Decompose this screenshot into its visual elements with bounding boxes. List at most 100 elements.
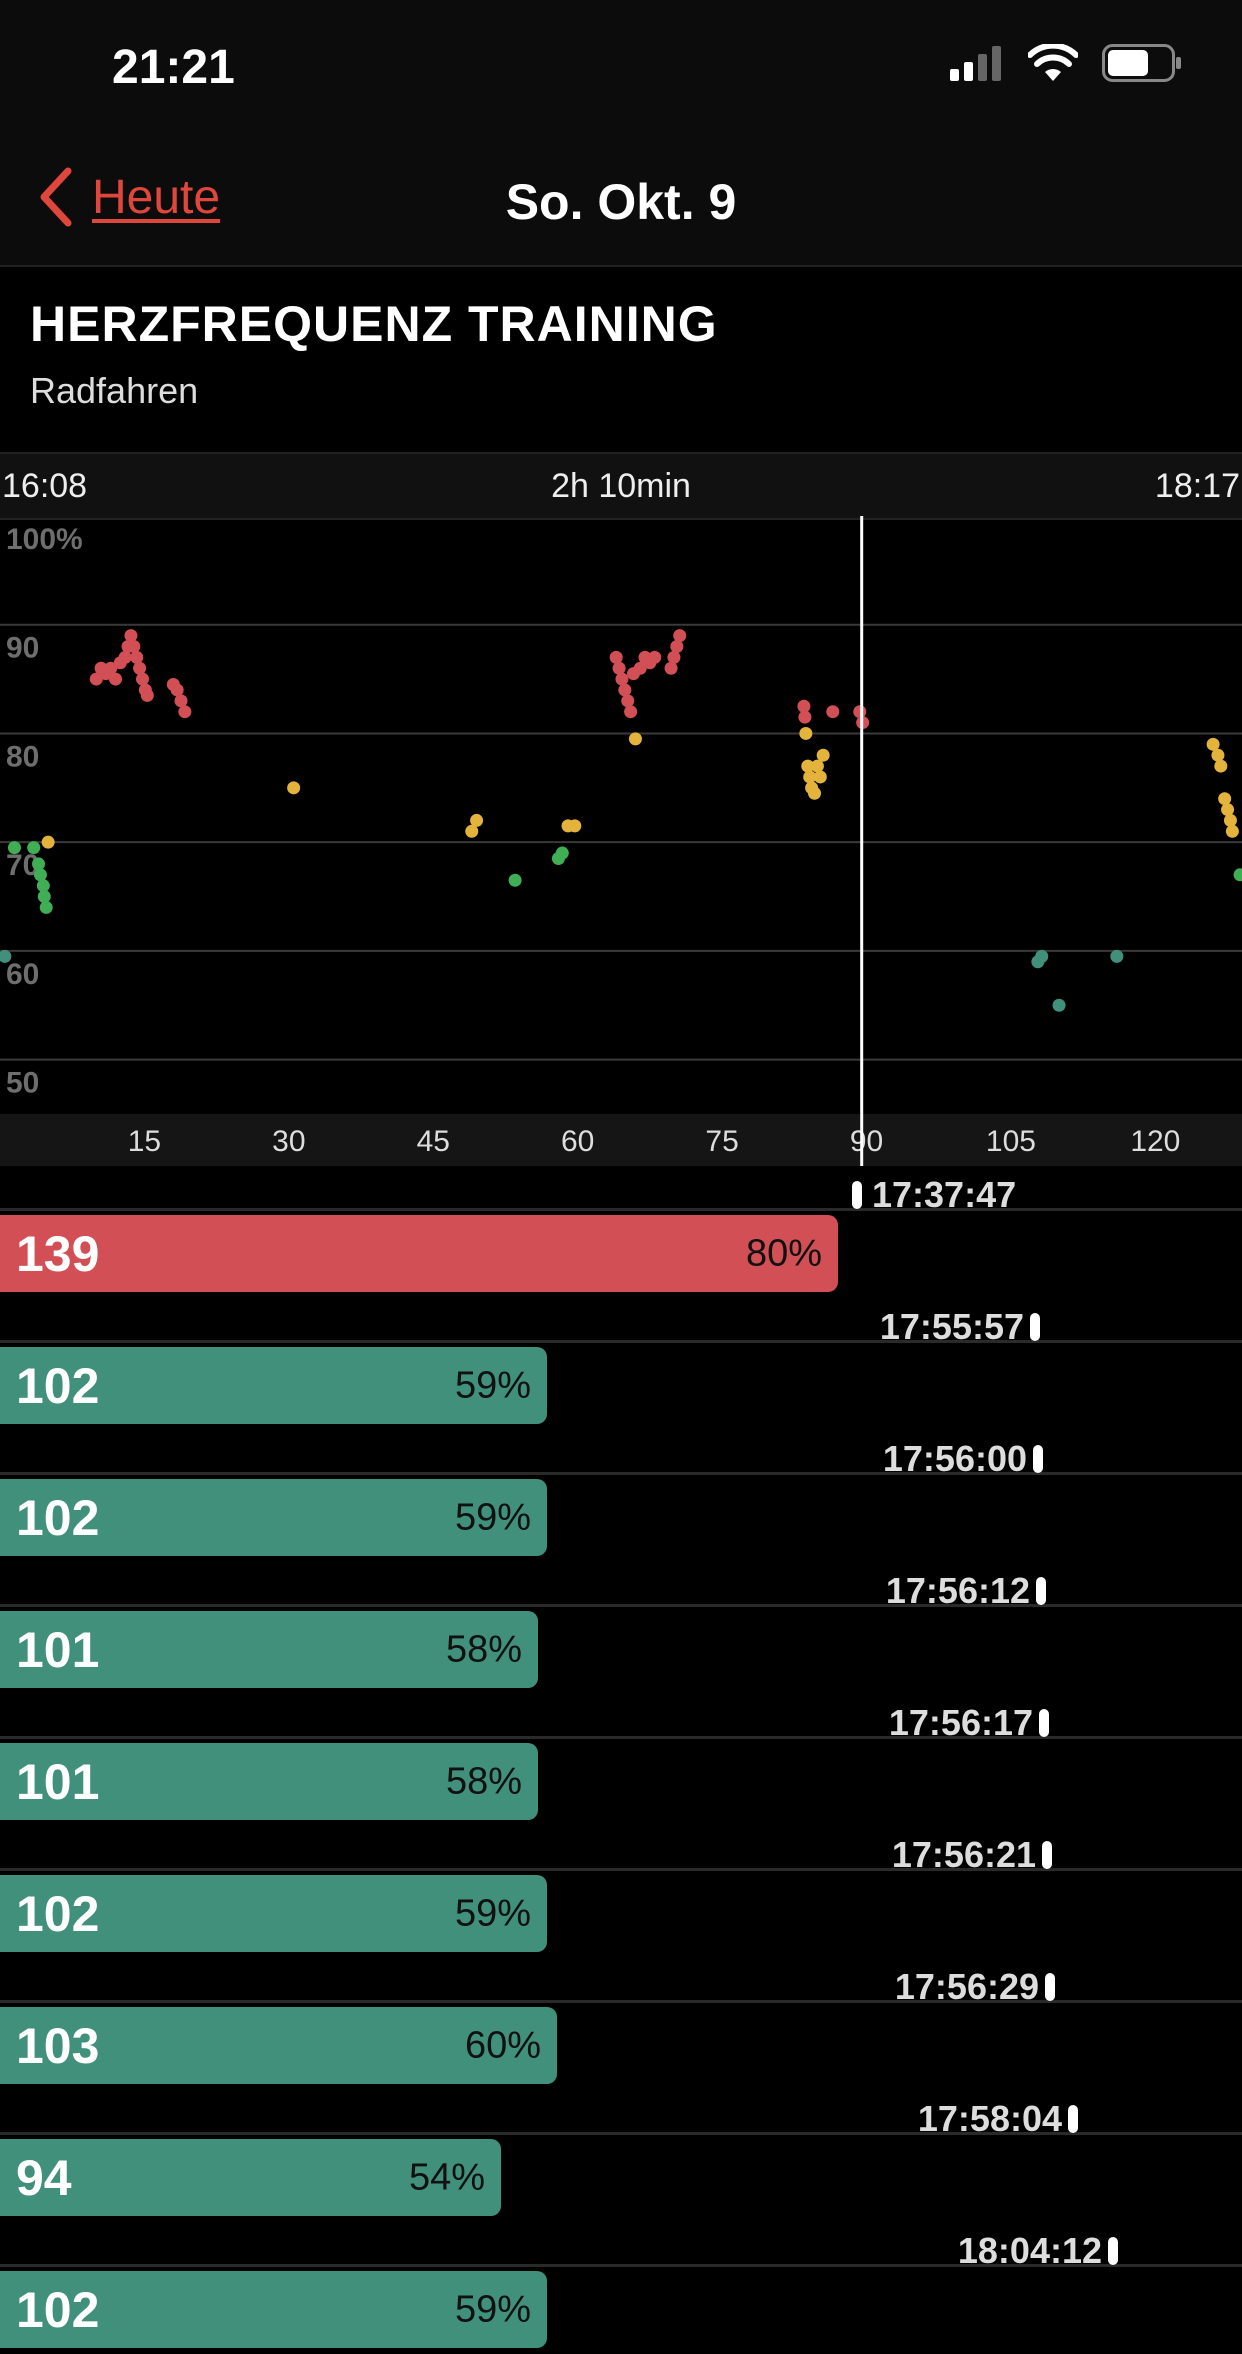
status-bar: 21:21 <box>0 0 1242 135</box>
heart-rate-point <box>612 661 626 675</box>
row-divider <box>0 1868 1242 1871</box>
heart-rate-point <box>130 650 144 664</box>
heart-rate-point <box>1035 949 1049 963</box>
x-tick-label: 120 <box>1130 1125 1180 1158</box>
x-axis: 15 30 45 60 75 90 105 120 <box>0 1114 1242 1166</box>
list-item[interactable]: 102 59% 17:56:00 <box>0 1430 1242 1562</box>
heart-rate-point <box>135 672 149 686</box>
percent-value: 59% <box>454 1496 531 1538</box>
heart-rate-point <box>39 900 53 914</box>
heart-rate-list[interactable]: 139 80% 17:37:47 102 59% 17:55:57 102 59% 17:56:… <box>0 1166 1242 2352</box>
row-divider <box>0 2000 1242 2003</box>
heart-rate-point <box>555 846 569 860</box>
heart-rate-point <box>470 813 484 827</box>
heart-rate-point <box>618 683 632 697</box>
back-label: Heute <box>92 170 221 224</box>
activity-type: Radfahren <box>30 370 199 411</box>
heart-rate-point <box>797 699 811 713</box>
row-divider <box>0 2264 1242 2267</box>
heart-rate-point <box>287 781 301 795</box>
bpm-value: 103 <box>16 2017 100 2074</box>
nav-title: So. Okt. 9 <box>505 174 737 230</box>
status-icons <box>950 44 1182 82</box>
x-tick-label: 15 <box>128 1125 161 1158</box>
heart-rate-bar: 139 80% <box>0 1215 838 1292</box>
y-tick-label: 60 <box>6 958 39 991</box>
row-divider <box>0 1472 1242 1475</box>
heart-rate-point <box>648 650 662 664</box>
percent-value: 60% <box>464 2024 541 2066</box>
heart-rate-point <box>174 694 188 708</box>
battery-icon <box>1102 44 1181 82</box>
bpm-value: 102 <box>16 1357 100 1414</box>
bpm-value: 102 <box>16 1885 100 1942</box>
heart-rate-point <box>808 786 822 800</box>
status-time: 21:21 <box>112 41 235 94</box>
bpm-value: 102 <box>16 1489 100 1546</box>
heart-rate-bar: 102 59% <box>0 1479 547 1556</box>
y-tick-label: 100% <box>6 523 83 556</box>
page-title: HERZFREQUENZ TRAINING <box>30 296 718 352</box>
row-divider <box>0 1604 1242 1607</box>
heart-rate-point <box>1221 803 1235 817</box>
heart-rate-point <box>670 639 684 653</box>
heart-rate-point <box>89 672 103 686</box>
percent-value: 58% <box>445 1760 522 1802</box>
bpm-value: 139 <box>16 1225 100 1282</box>
percent-value: 59% <box>454 2288 531 2330</box>
timestamp: 17:56:12 <box>885 1570 1030 1611</box>
list-item[interactable]: 94 54% 17:58:04 <box>0 2090 1242 2222</box>
list-item[interactable]: 102 59% 17:56:21 <box>0 1826 1242 1958</box>
heart-rate-point <box>801 759 815 773</box>
heart-rate-point <box>826 705 840 719</box>
x-tick-label: 105 <box>986 1125 1036 1158</box>
heart-rate-point <box>673 629 687 643</box>
back-button[interactable]: Heute <box>38 167 220 227</box>
heart-rate-point <box>568 819 582 833</box>
workout-header: HERZFREQUENZ TRAINING Radfahren <box>0 267 1242 452</box>
heart-rate-point <box>124 629 138 643</box>
heart-rate-bar: 103 60% <box>0 2007 557 2084</box>
heart-rate-point <box>1211 748 1225 762</box>
heart-rate-point <box>1233 868 1242 882</box>
heart-rate-bar: 101 58% <box>0 1743 538 1820</box>
heart-rate-point <box>170 683 184 697</box>
heart-rate-point <box>37 890 51 904</box>
heart-rate-point <box>36 879 50 893</box>
heart-rate-point <box>27 841 41 855</box>
y-tick-label: 90 <box>6 632 39 665</box>
heart-rate-point <box>1110 949 1124 963</box>
heart-rate-bar: 94 54% <box>0 2139 501 2216</box>
heart-rate-point <box>118 650 132 664</box>
heart-rate-point <box>32 857 46 871</box>
heart-rate-point <box>1218 792 1232 806</box>
bpm-value: 94 <box>16 2149 72 2206</box>
heart-rate-point <box>799 726 813 740</box>
row-divider <box>0 2132 1242 2135</box>
heart-rate-point <box>33 868 47 882</box>
percent-value: 54% <box>408 2156 485 2198</box>
time-marker <box>1068 2105 1078 2133</box>
percent-value: 59% <box>454 1892 531 1934</box>
time-range-bar: 16:08 2h 10min 18:17 <box>0 452 1242 520</box>
heart-rate-point <box>816 748 830 762</box>
list-item[interactable]: 101 58% 17:56:12 <box>0 1562 1242 1694</box>
heart-rate-point <box>1225 824 1239 838</box>
end-time: 18:17 <box>1154 467 1240 505</box>
percent-value: 58% <box>445 1628 522 1670</box>
time-marker <box>1045 1973 1055 2001</box>
heart-rate-point <box>664 661 678 675</box>
list-item[interactable]: 103 60% 17:56:29 <box>0 1958 1242 2090</box>
heart-rate-point <box>41 835 55 849</box>
list-item[interactable]: 101 58% 17:56:17 <box>0 1694 1242 1826</box>
list-item[interactable]: 139 80% 17:37:47 <box>0 1166 1242 1298</box>
row-divider <box>0 1340 1242 1343</box>
timestamp: 17:58:04 <box>917 2098 1062 2139</box>
list-item[interactable]: 102 59% 17:55:57 <box>0 1298 1242 1430</box>
heart-rate-point <box>1052 998 1066 1012</box>
heart-rate-point <box>127 639 141 653</box>
heart-rate-point <box>853 705 867 719</box>
time-marker <box>1036 1577 1046 1605</box>
list-item[interactable]: 102 59% 18:04:12 <box>0 2222 1242 2354</box>
